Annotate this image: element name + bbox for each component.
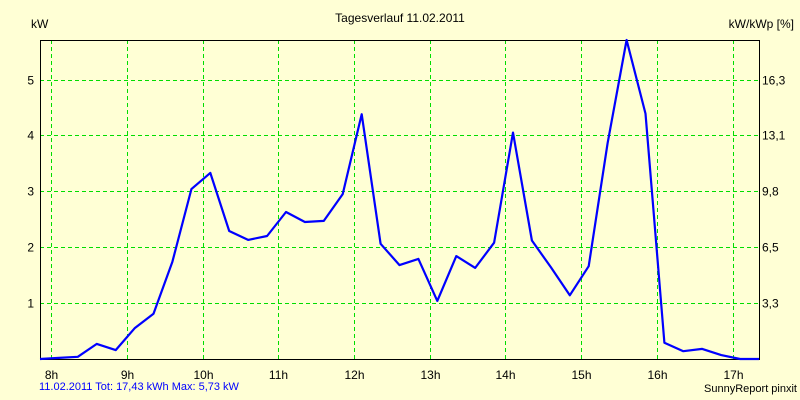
- credit-label: SunnyReport pinxit: [704, 383, 797, 395]
- x-tick: 9h: [121, 368, 134, 382]
- y-left-tick: 4: [27, 129, 34, 143]
- y-axis-left-unit: kW: [31, 17, 49, 31]
- y-right-tick: 16,3: [762, 74, 786, 88]
- y-left-tick: 5: [27, 74, 34, 88]
- y-left-tick: 2: [27, 241, 34, 255]
- y-right-tick: 9,8: [762, 185, 779, 199]
- y-axis-right-unit: kW/kWp [%]: [728, 17, 794, 31]
- power-series-line: [39, 38, 759, 361]
- y-left-tick: 1: [27, 297, 34, 311]
- y-right-tick: 6,5: [762, 241, 779, 255]
- chart-title: Tagesverlauf 11.02.2011: [335, 11, 465, 25]
- y-right-tick: 13,1: [762, 129, 786, 143]
- daily-summary: 11.02.2011 Tot: 17,43 kWh Max: 5,73 kW: [39, 381, 239, 393]
- y-left-tick: 3: [27, 185, 34, 199]
- axis-tick-labels: 1 3,3 2 6,5 3 9,8 4 13,1 5 16,3 8h 9h 10h 11h 12h 13h 14…: [27, 74, 785, 383]
- plot-frame: [40, 40, 760, 360]
- x-tick: 13h: [420, 368, 440, 382]
- x-tick: 8h: [45, 368, 58, 382]
- x-tick: 16h: [647, 368, 667, 382]
- x-tick: 14h: [495, 368, 515, 382]
- x-tick: 11h: [269, 368, 288, 382]
- grid-lines: [40, 40, 759, 359]
- x-tick: 12h: [344, 368, 364, 382]
- y-right-tick: 3,3: [762, 297, 779, 311]
- x-tick: 15h: [571, 368, 591, 382]
- x-tick: 17h: [723, 368, 743, 382]
- x-tick: 10h: [193, 368, 213, 382]
